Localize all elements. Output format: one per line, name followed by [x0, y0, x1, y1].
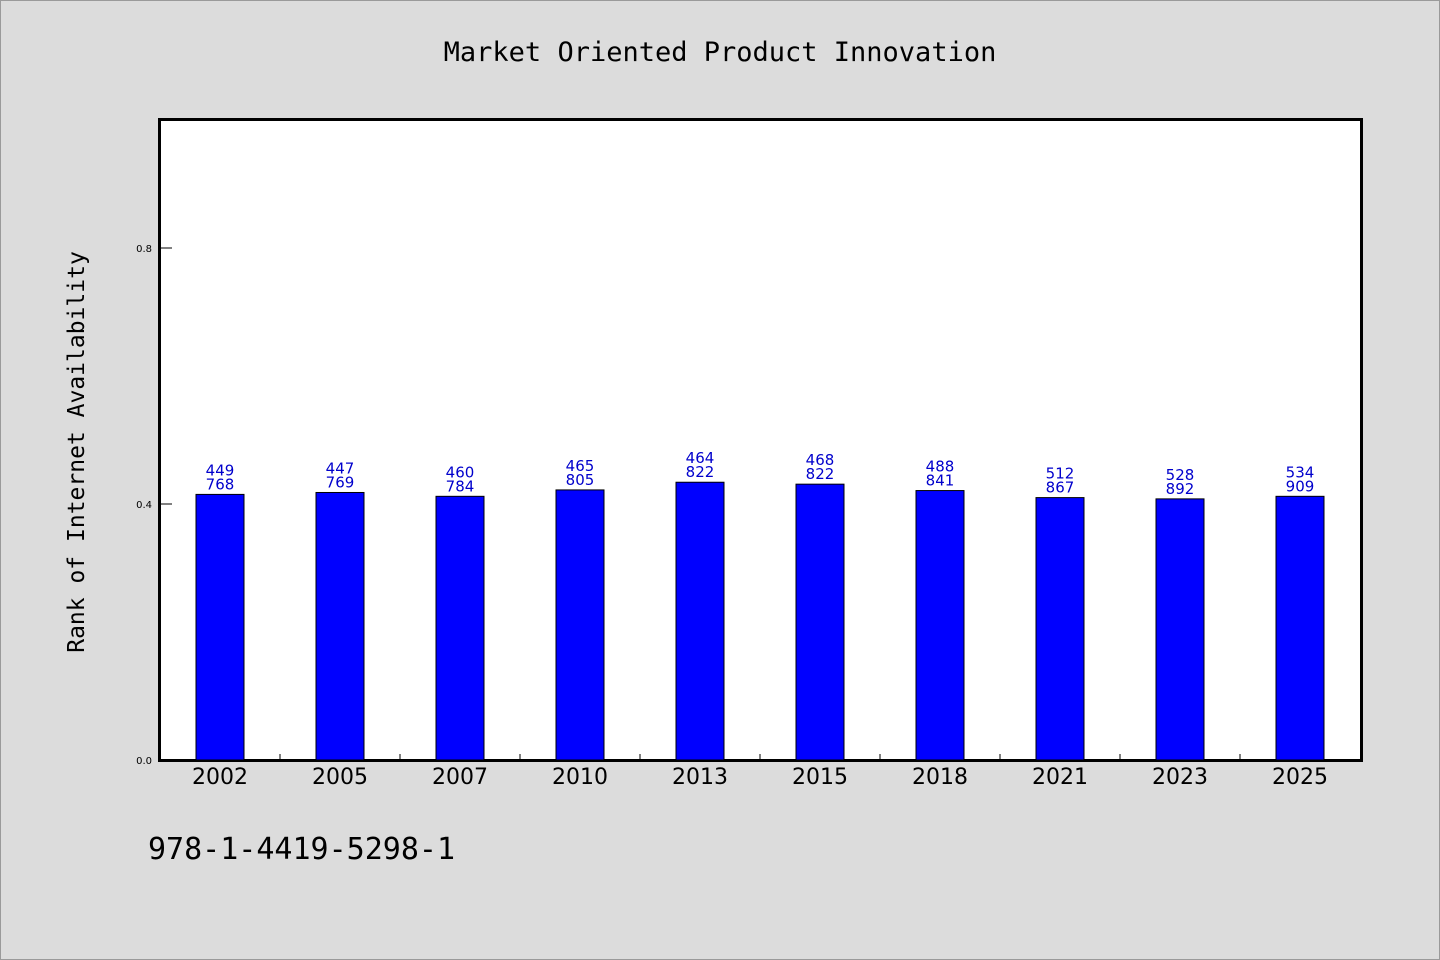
data-label: 468: [806, 451, 835, 469]
data-label: 447: [326, 459, 355, 477]
isbn-annotation: 978-1-4419-5298-1: [148, 832, 456, 867]
x-tick-label: 2023: [1152, 765, 1208, 790]
data-label: 464: [686, 449, 715, 467]
data-label: 449: [206, 461, 235, 479]
data-label: 822: [686, 463, 715, 481]
bar: [1155, 498, 1205, 761]
data-label: 909: [1286, 477, 1315, 495]
x-tick-label: 2018: [912, 765, 968, 790]
x-tick-label: 2005: [312, 765, 368, 790]
x-tick-label: 2025: [1272, 765, 1328, 790]
y-tick-label: 0.8: [136, 244, 152, 255]
data-label: 822: [806, 465, 835, 483]
data-label: 528: [1166, 466, 1195, 484]
data-label: 512: [1046, 465, 1075, 483]
bar: [675, 481, 725, 761]
chart-title: Market Oriented Product Innovation: [444, 37, 997, 68]
data-label: 768: [206, 475, 235, 493]
y-tick-label: 0.4: [136, 500, 152, 511]
x-tick-label: 2015: [792, 765, 848, 790]
data-label: 465: [566, 457, 595, 475]
x-tick-label: 2010: [552, 765, 608, 790]
data-label: 892: [1166, 480, 1195, 498]
x-tick-label: 2007: [432, 765, 488, 790]
y-axis: 0.0 0.4 0.8: [136, 244, 172, 767]
bar: [1275, 495, 1325, 761]
bar: [315, 491, 365, 761]
data-label: 534: [1286, 463, 1315, 481]
data-label: 784: [446, 477, 475, 495]
bar: [555, 489, 605, 761]
bar: [1035, 497, 1085, 761]
x-tick-label: 2021: [1032, 765, 1088, 790]
x-axis: 2002 2005 2007 2010 2013 2015 2018 2021 2023 2025: [192, 754, 1328, 790]
data-label: 867: [1046, 479, 1075, 497]
bar: [195, 493, 245, 761]
data-label: 805: [566, 471, 595, 489]
bar: [915, 490, 965, 761]
bar: [435, 495, 485, 761]
y-axis-label: Rank of Internet Availability: [64, 251, 90, 653]
data-label: 460: [446, 463, 475, 481]
y-tick-label: 0.0: [136, 756, 152, 767]
bar-series: [195, 481, 1325, 761]
data-label: 769: [326, 473, 355, 491]
x-tick-label: 2013: [672, 765, 728, 790]
x-tick-label: 2002: [192, 765, 248, 790]
data-label: 841: [926, 472, 955, 490]
data-label: 488: [926, 458, 955, 476]
bar: [795, 483, 845, 761]
